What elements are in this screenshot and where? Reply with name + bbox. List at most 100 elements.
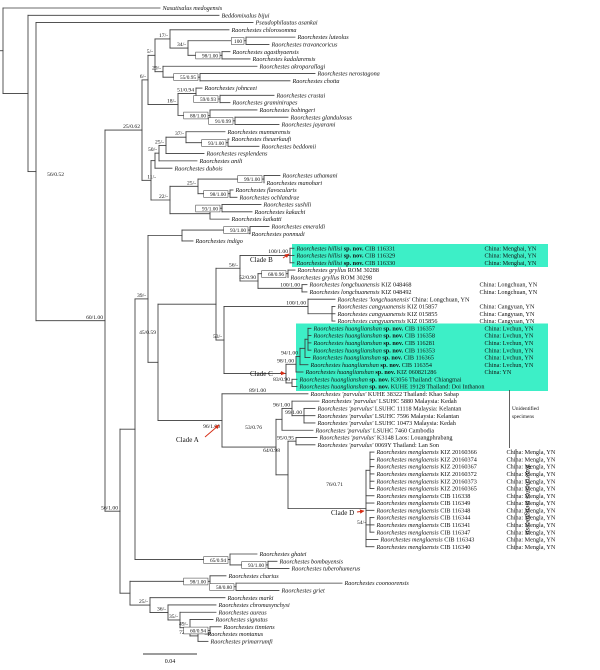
support-box: [183, 626, 209, 635]
taxon-label: Raorchestes nerostagona: [317, 71, 380, 78]
support-value: 93/1.00: [248, 563, 264, 569]
taxon-label: Raorchestes agasthyaensis: [232, 49, 300, 56]
taxon-label: Raorchestes longchuanensis KIZ 048492 Ch…: [309, 289, 538, 296]
taxon-label: Raorchestes menglaensis CIB 116338 China…: [376, 493, 556, 500]
taxon-label: Raorchestes signatus: [215, 617, 269, 624]
taxon-label: Raorchestes beddomii: [261, 143, 317, 150]
side-annotations: Unidentified specimens Raorchestes menglae…: [509, 390, 539, 550]
support-value: 35/-: [169, 614, 178, 620]
support-value: 93/1.00: [202, 207, 218, 213]
taxon-label: Raorchestes menglaensis KIZ 20160374 Chi…: [376, 456, 556, 463]
support-value: 93/1.00: [230, 228, 246, 234]
taxon-label: Raorchestes huanglianshan sp. nov. CIB 1…: [310, 362, 534, 369]
clade-label: Clade C: [250, 370, 273, 378]
highlight-bands: [292, 244, 548, 391]
taxon-label: Raorchestes primarrumfi: [210, 638, 273, 645]
taxon-label: Raorchestes menglaensis CIB 116344 China…: [376, 515, 556, 522]
support-box: [203, 190, 229, 198]
taxon-label: Raorchestes menglaensis KIZ 20160373 Chi…: [376, 478, 556, 485]
support-value: 50/-: [148, 147, 157, 153]
taxon-label: Raorchestes sushili: [263, 202, 312, 209]
support-value: 99/1.00: [244, 177, 260, 183]
support-values: 17/- 100 34/- 98/1.00 5/- 29/- 55/0.95 6/- 51/0.…: [47, 33, 366, 636]
clade-arrow: [279, 370, 286, 376]
taxon-label: Raorchestes cangyuanensis KIZ 015856 Chi…: [337, 318, 536, 325]
support-value: 60/1.00: [86, 315, 103, 321]
taxon-label: Raorchestes menglaensis CIB 116348 China…: [376, 507, 556, 514]
taxon-label: Raorchestes montanus: [207, 631, 264, 638]
taxon-label: Raorchestes 'parvulus' LSUHC 7596 Malays…: [317, 413, 459, 420]
taxon-label: Raorchestes ochlandrae: [239, 194, 300, 201]
support-value: 100: [234, 39, 242, 45]
taxon-label: Raorchestes flavocularis: [235, 187, 298, 194]
support-value: 51/0.94: [177, 88, 194, 94]
taxon-label: Raorchestes griet: [281, 588, 326, 595]
support-box: [209, 583, 235, 591]
taxon-label: Raorchestes 'parvulus' KUHE 38322 Thaila…: [310, 391, 459, 398]
support-value: 98/1.00: [202, 54, 218, 60]
support-value: 18/-: [167, 99, 176, 105]
clade-arrow: [204, 424, 220, 438]
taxon-label: Raorchestes ponmudi: [251, 231, 305, 238]
support-value: 89/1.00: [249, 388, 266, 394]
support-value: 98/1.00: [210, 192, 226, 198]
taxon-label: Raorchestes chlorosomma: [231, 27, 297, 34]
support-value: 59/0.93: [200, 97, 216, 103]
support-value: 11/-: [147, 175, 156, 181]
support-value: 17/-: [159, 33, 168, 39]
menglaensis-side-label: Raorchestes menglaensis: [524, 464, 532, 536]
support-value: 76/0.71: [326, 482, 343, 488]
taxon-label: Raorchestes 'parvulus' LSUHC 5880 Malays…: [321, 398, 458, 405]
support-box: [237, 175, 263, 183]
support-value: 64/0.98: [263, 448, 280, 454]
taxon-label: Raorchestes 'parvulus' LSUHC 10473 Malay…: [317, 420, 457, 427]
support-value: 95/0.95: [277, 436, 294, 442]
taxon-label: Raorchestes aureus: [218, 609, 268, 616]
clade-label: Clade B: [250, 256, 273, 264]
taxon-label: Raorchestes huanglianshan sp. nov. CIB 1…: [312, 355, 534, 362]
taxon-label: Raorchestes johnceei: [204, 85, 258, 92]
taxon-label: Raorchestes munnarensis: [227, 129, 292, 136]
taxon-label: Raorchestes tuberohumerus: [291, 566, 361, 573]
support-value: 68/0.96: [268, 272, 284, 278]
support-value: 56/1.00: [101, 506, 118, 512]
support-box: [173, 73, 199, 81]
support-value: 93/1.00: [208, 141, 224, 147]
taxon-label: Raorchestes akroparallagi: [259, 63, 326, 70]
support-value: 37/-: [175, 131, 184, 137]
taxon-label: Raorchestes uthamani: [282, 173, 338, 180]
support-value: 94/1.00: [281, 351, 298, 357]
support-value: 98/1.00: [277, 359, 294, 365]
support-value: 25/-: [155, 140, 164, 146]
highlight-band: [292, 244, 548, 267]
unidentified-label: Unidentified: [512, 405, 539, 412]
taxon-label: Raorchestes manohari: [266, 180, 323, 187]
taxon-label: Raorchestes emeraldi: [271, 224, 326, 231]
support-value: 29/-: [152, 66, 161, 72]
clade-arrow: [282, 253, 290, 259]
support-value: 53/0.76: [245, 425, 262, 431]
support-box: [231, 37, 245, 45]
taxon-label: Raorchestes resplendens: [206, 151, 268, 158]
support-value: 39/-: [137, 293, 146, 299]
taxon-label: Raorchestes 'parvulus' 0069Y Thailand: L…: [317, 442, 440, 449]
taxon-label: Raorchestes huanglianshan sp. nov. CIB 1…: [313, 347, 534, 354]
taxon-label: Raorchestes crustai: [276, 92, 326, 99]
support-value: 45/0.59: [139, 330, 156, 336]
support-value: 65/0.94: [210, 558, 226, 564]
clade-label: Clade A: [176, 436, 199, 444]
taxon-label: Raorchestes cangyuanensis KIZ 015855 Chi…: [337, 311, 536, 318]
support-value: 25/0.62: [123, 124, 140, 130]
support-box: [183, 577, 209, 586]
taxon-label: Raorchestes gryllus ROM 30298: [290, 274, 372, 281]
taxon-label: Raorchestes menglaensis KIZ 20160365 Chi…: [376, 486, 556, 493]
taxon-label: Raorchestes jayarami: [281, 122, 336, 129]
taxon-label: Raorchestes 'parvulus' K3148 Laos: Louan…: [319, 435, 453, 442]
support-value: 36/-: [157, 607, 166, 613]
taxon-label: Raorchestes chotta: [292, 78, 340, 85]
taxon-label: Raorchestes chromasynchysi: [218, 602, 290, 609]
support-box: [193, 95, 219, 103]
taxon-label: Raorchestes menglaensis CIB 116341 China…: [376, 522, 556, 529]
